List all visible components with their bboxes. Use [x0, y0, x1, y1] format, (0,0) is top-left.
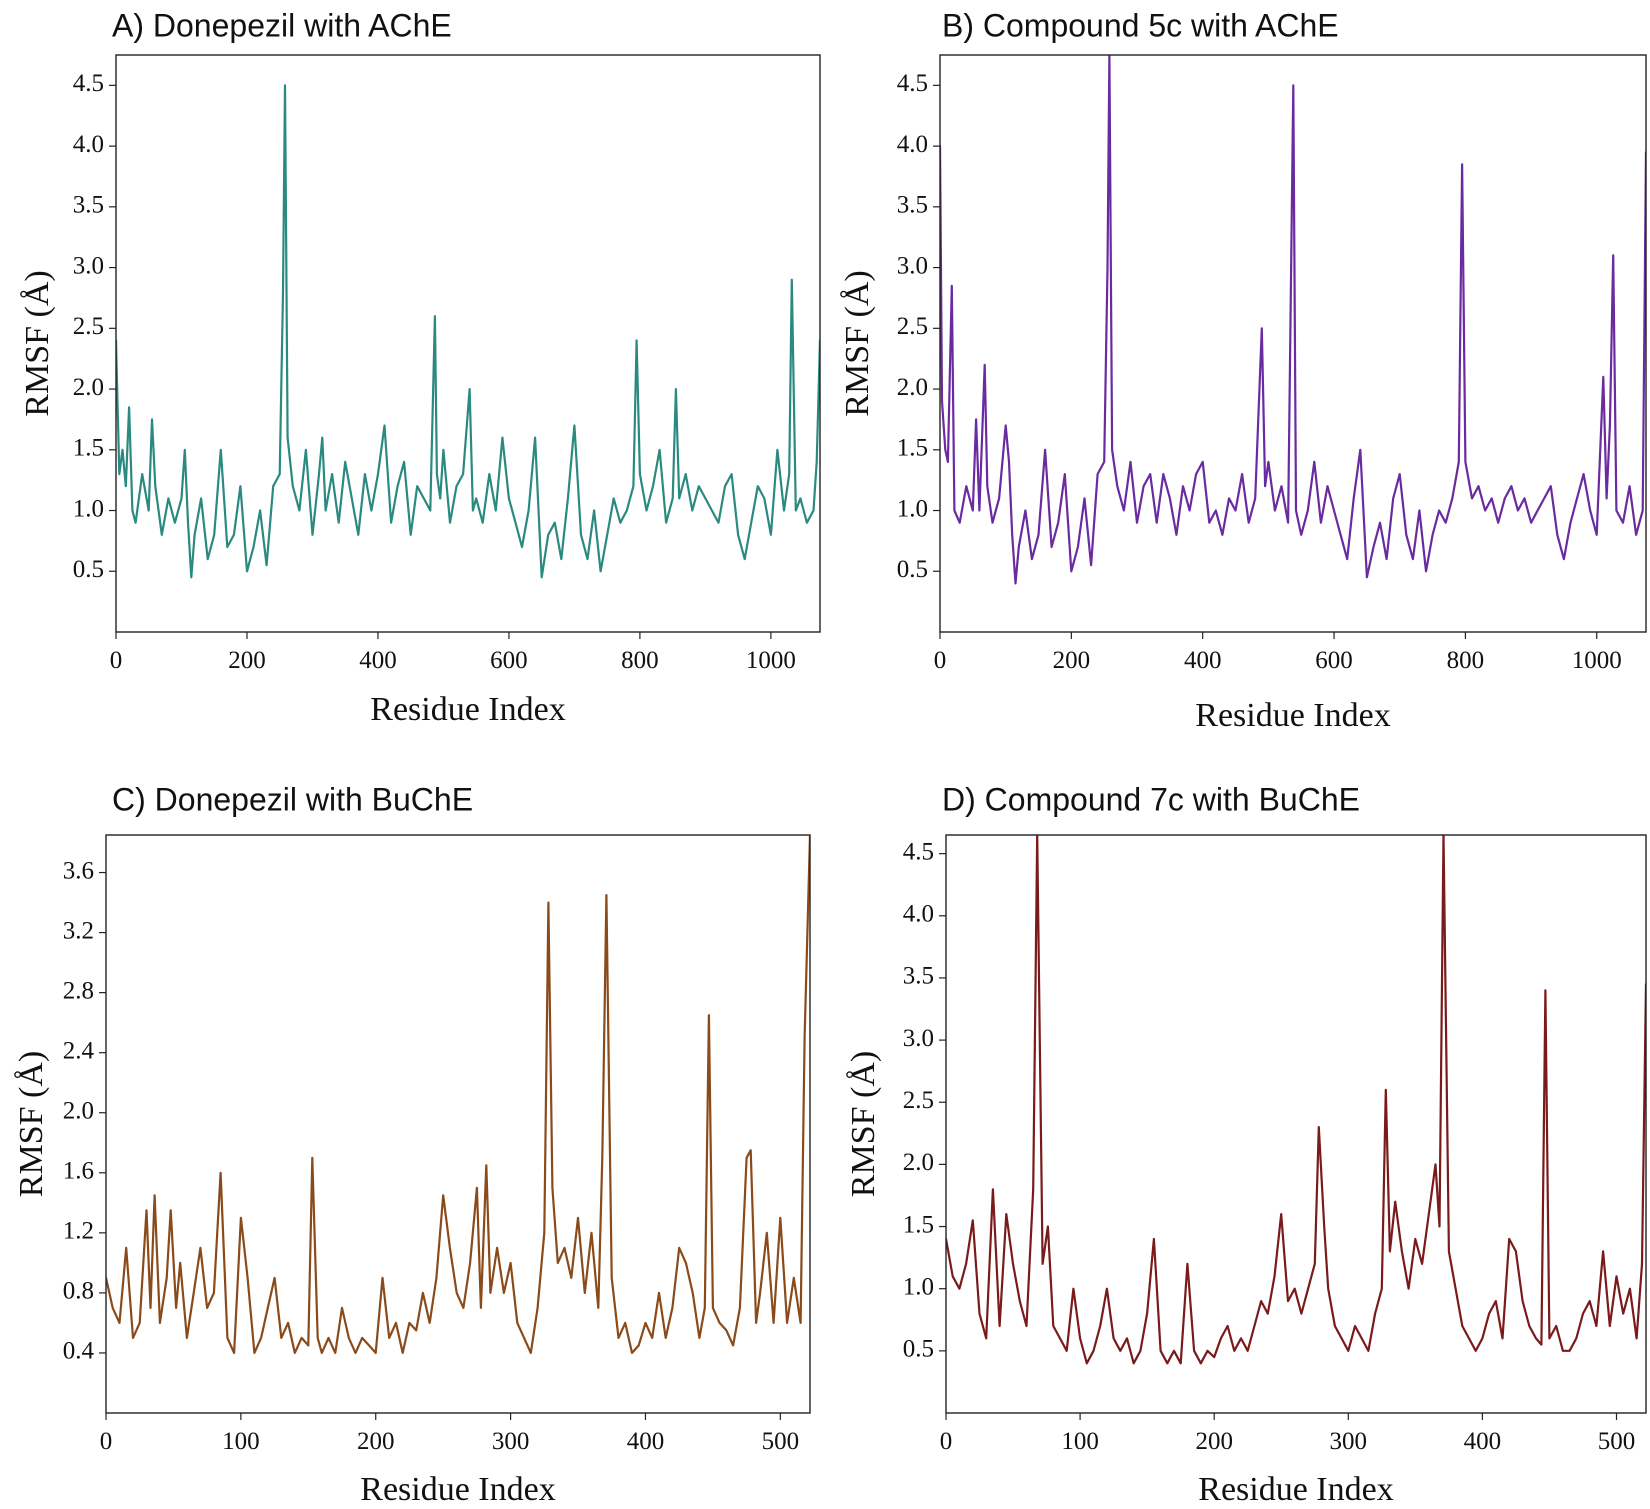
x-axis-label: Residue Index [360, 1471, 555, 1508]
y-axis-label: RMSF (Å) [839, 270, 876, 416]
rmsf-series-line [116, 84, 820, 579]
x-tick-label: 200 [1195, 1428, 1233, 1455]
y-tick-label: 4.0 [903, 901, 934, 928]
rmsf-series-line [940, 55, 1646, 585]
y-tick-label: 4.0 [73, 131, 104, 158]
y-tick-label: 1.5 [73, 435, 104, 462]
y-tick-label: 1.5 [897, 435, 928, 462]
x-tick-label: 300 [1330, 1428, 1368, 1455]
y-axis-label: RMSF (Å) [19, 270, 56, 416]
x-tick-label: 800 [1447, 647, 1485, 674]
y-tick-label: 0.8 [63, 1278, 94, 1305]
y-axis-label: RMSF (Å) [13, 1051, 50, 1197]
panel-a: A) Donepezil with AChE 0 200 400 600 800 1000 0… [19, 7, 821, 728]
x-tick-label: 100 [1061, 1428, 1099, 1455]
plot-frame [115, 54, 821, 633]
y-tick-label: 2.4 [63, 1037, 95, 1064]
y-tick-label: 2.5 [897, 313, 928, 340]
x-tick-label: 400 [1184, 647, 1222, 674]
x-tick-label: 200 [357, 1428, 395, 1455]
x-tick-label: 400 [359, 647, 397, 674]
y-tick-label: 1.0 [903, 1273, 934, 1300]
rmsf-series-line [106, 835, 810, 1355]
y-tick-label: 3.0 [73, 252, 104, 279]
x-tick-label: 500 [1598, 1428, 1636, 1455]
x-tick-label: 0 [100, 1428, 113, 1455]
y-tick-label: 0.5 [903, 1336, 934, 1363]
y-tick-label: 2.0 [63, 1097, 94, 1124]
y-tick-label: 3.5 [73, 192, 104, 219]
x-tick-label: 500 [762, 1428, 800, 1455]
x-tick-label: 100 [222, 1428, 260, 1455]
x-tick-label: 0 [940, 1428, 953, 1455]
y-tick-label: 3.0 [903, 1025, 934, 1052]
x-tick-label: 200 [1053, 647, 1091, 674]
x-tick-label: 800 [621, 647, 659, 674]
y-tick-label: 3.5 [903, 963, 934, 990]
y-tick-label: 1.0 [897, 495, 928, 522]
x-tick-label: 600 [490, 647, 528, 674]
panel-title: D) Compound 7c with BuChE [942, 781, 1360, 817]
x-tick-label: 300 [492, 1428, 530, 1455]
x-tick-label: 200 [228, 647, 266, 674]
y-tick-label: 4.5 [897, 70, 928, 97]
y-tick-label: 1.6 [63, 1158, 94, 1185]
x-axis-label: Residue Index [1195, 697, 1390, 734]
x-tick-label: 600 [1315, 647, 1353, 674]
y-tick-label: 2.8 [63, 977, 94, 1004]
panel-title: B) Compound 5c with AChE [942, 7, 1339, 43]
x-tick-label: 0 [110, 647, 123, 674]
y-tick-label: 2.0 [903, 1149, 934, 1176]
y-tick-label: 3.6 [63, 857, 94, 884]
y-tick-label: 2.0 [73, 374, 104, 401]
x-tick-label: 400 [627, 1428, 665, 1455]
y-tick-label: 2.5 [903, 1087, 934, 1114]
panel-c: C) Donepezil with BuChE 0 100 200 300 400 500 0… [13, 781, 811, 1508]
y-tick-label: 3.2 [63, 917, 94, 944]
y-tick-label: 0.5 [897, 556, 928, 583]
y-tick-label: 4.5 [903, 838, 934, 865]
y-tick-label: 0.5 [73, 556, 104, 583]
x-tick-label: 0 [934, 647, 947, 674]
plot-frame [105, 834, 811, 1414]
plot-frame [945, 834, 1647, 1414]
panel-d: D) Compound 7c with BuChE 0 100 200 300 400 50… [845, 781, 1647, 1508]
y-tick-label: 2.0 [897, 374, 928, 401]
panel-b: B) Compound 5c with AChE 0 200 400 600 800 100… [839, 7, 1647, 734]
y-tick-label: 1.2 [63, 1218, 94, 1245]
panel-title: C) Donepezil with BuChE [112, 781, 473, 817]
y-tick-label: 3.5 [897, 192, 928, 219]
panel-title: A) Donepezil with AChE [112, 7, 452, 43]
y-tick-label: 4.0 [897, 131, 928, 158]
y-tick-label: 2.5 [73, 313, 104, 340]
x-axis-label: Residue Index [1198, 1471, 1393, 1508]
rmsf-series-line [946, 835, 1646, 1365]
y-tick-label: 3.0 [897, 252, 928, 279]
y-tick-label: 1.5 [903, 1211, 934, 1238]
y-tick-label: 1.0 [73, 495, 104, 522]
y-tick-label: 4.5 [73, 70, 104, 97]
x-axis-label: Residue Index [370, 691, 565, 728]
x-tick-label: 1000 [746, 647, 796, 674]
plot-frame [939, 54, 1647, 633]
y-tick-label: 0.4 [63, 1338, 95, 1365]
y-axis-label: RMSF (Å) [845, 1051, 882, 1197]
x-tick-label: 400 [1464, 1428, 1502, 1455]
x-tick-label: 1000 [1572, 647, 1622, 674]
